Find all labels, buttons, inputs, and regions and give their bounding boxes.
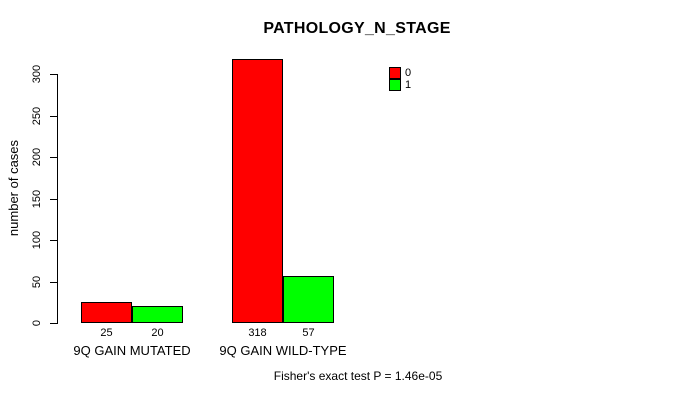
y-tick-label: 0 (31, 319, 43, 327)
legend-swatch-icon (389, 67, 401, 79)
y-tick-label: 200 (31, 147, 43, 167)
legend-label: 0 (405, 67, 412, 79)
bar-value-label: 20 (151, 327, 164, 339)
legend-entry-1: 1 (389, 79, 411, 91)
y-tick (50, 74, 58, 75)
bar-value-label: 57 (302, 327, 315, 339)
y-axis-label: number of cases (6, 139, 21, 237)
y-tick-label: 50 (31, 275, 43, 289)
chart-title: PATHOLOGY_N_STAGE (263, 20, 451, 37)
bar-value-label: 25 (100, 327, 113, 339)
y-tick (50, 282, 58, 283)
x-category-label-9q-gain-mutated: 9Q GAIN MUTATED (73, 343, 191, 358)
y-tick (50, 199, 58, 200)
y-tick (50, 240, 58, 241)
y-tick-label: 300 (31, 64, 43, 84)
y-tick (50, 116, 58, 117)
x-category-label-9q-gain-wild-type: 9Q GAIN WILD-TYPE (219, 343, 347, 358)
legend-swatch-icon (389, 79, 401, 91)
y-tick (50, 157, 58, 158)
y-tick-label: 150 (31, 189, 43, 209)
legend-label: 1 (405, 79, 412, 91)
annotation-text: Fisher's exact test P = 1.46e-05 (273, 369, 443, 383)
legend-entry-0: 0 (389, 67, 411, 79)
y-tick-label: 100 (31, 230, 43, 250)
bar-9q-gain-mutated-series-0 (81, 302, 132, 323)
bar-9q-gain-mutated-series-1 (132, 306, 183, 323)
bar-9q-gain-wild-type-series-1 (283, 276, 334, 323)
y-tick (50, 323, 58, 324)
y-tick-label: 250 (31, 106, 43, 126)
bar-value-label: 318 (248, 327, 267, 339)
bar-9q-gain-wild-type-series-0 (232, 59, 283, 323)
